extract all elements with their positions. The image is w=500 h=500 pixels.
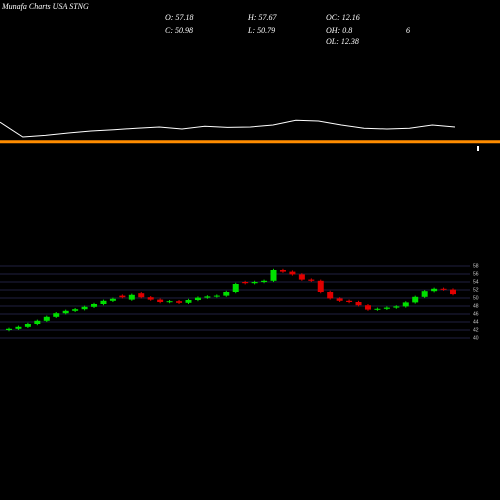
candle-body xyxy=(364,305,371,310)
y-tick-label: 52 xyxy=(473,287,479,293)
candle-body xyxy=(393,306,400,308)
candle-body xyxy=(185,300,192,303)
info-text: L: 50.79 xyxy=(247,26,275,35)
candle-body xyxy=(157,299,164,302)
candle-body xyxy=(336,298,343,301)
indicator-line xyxy=(0,119,456,138)
y-tick-label: 56 xyxy=(473,271,479,277)
candle-body xyxy=(34,320,41,324)
candle-body xyxy=(346,300,353,302)
y-tick-label: 54 xyxy=(473,279,479,285)
candle-body xyxy=(24,324,31,327)
candle-body xyxy=(383,307,390,309)
candle-body xyxy=(15,326,22,329)
candle-body xyxy=(6,328,12,330)
candle-body xyxy=(43,316,50,321)
candle-body xyxy=(279,270,286,272)
candle-body xyxy=(261,280,268,282)
candle-body xyxy=(450,289,456,295)
candle-body xyxy=(317,280,324,292)
info-text: O: 57.18 xyxy=(165,13,193,22)
candle-body xyxy=(128,294,135,300)
candle-body xyxy=(298,274,305,280)
y-tick-label: 58 xyxy=(473,263,479,269)
y-tick-label: 48 xyxy=(473,303,479,309)
candle-body xyxy=(232,284,239,292)
candle-body xyxy=(251,282,258,284)
candle-body xyxy=(421,291,428,297)
info-text: OL: 12.38 xyxy=(326,37,359,46)
candle-body xyxy=(440,288,447,290)
candle-body xyxy=(100,300,107,304)
candle-body xyxy=(242,282,249,284)
candle-body xyxy=(194,297,201,300)
info-text: 6 xyxy=(406,26,410,35)
candle-body xyxy=(81,306,88,310)
candle-body xyxy=(213,295,220,297)
y-tick-label: 50 xyxy=(473,295,479,301)
info-text: C: 50.98 xyxy=(165,26,193,35)
candle-body xyxy=(176,301,183,303)
info-text: OC: 12.16 xyxy=(326,13,360,22)
y-tick-label: 46 xyxy=(473,311,479,317)
y-tick-label: 44 xyxy=(473,319,479,325)
candle-body xyxy=(289,271,296,275)
candle-body xyxy=(374,308,381,310)
candle-body xyxy=(109,298,116,301)
candle-body xyxy=(431,288,438,292)
candle-body xyxy=(147,297,154,300)
candle-body xyxy=(204,296,211,298)
candle-body xyxy=(62,310,69,314)
candle-body xyxy=(327,292,334,299)
candle-body xyxy=(412,296,419,303)
candle-body xyxy=(72,309,79,311)
candle-body xyxy=(308,279,315,281)
y-tick-label: 42 xyxy=(473,327,479,333)
info-text: H: 57.67 xyxy=(247,13,277,22)
candle-body xyxy=(270,270,277,281)
candle-body xyxy=(355,302,362,306)
candle-body xyxy=(91,304,98,307)
candle-body xyxy=(119,295,126,298)
candle-body xyxy=(53,313,60,317)
chart-title: Munafa Charts USA STNG xyxy=(1,2,89,11)
candle-body xyxy=(166,301,173,303)
y-tick-label: 40 xyxy=(473,335,479,341)
candle-body xyxy=(402,302,409,307)
info-text: OH: 0.8 xyxy=(326,26,352,35)
candle-body xyxy=(223,292,230,296)
marker xyxy=(477,146,479,151)
candle-body xyxy=(138,293,145,298)
